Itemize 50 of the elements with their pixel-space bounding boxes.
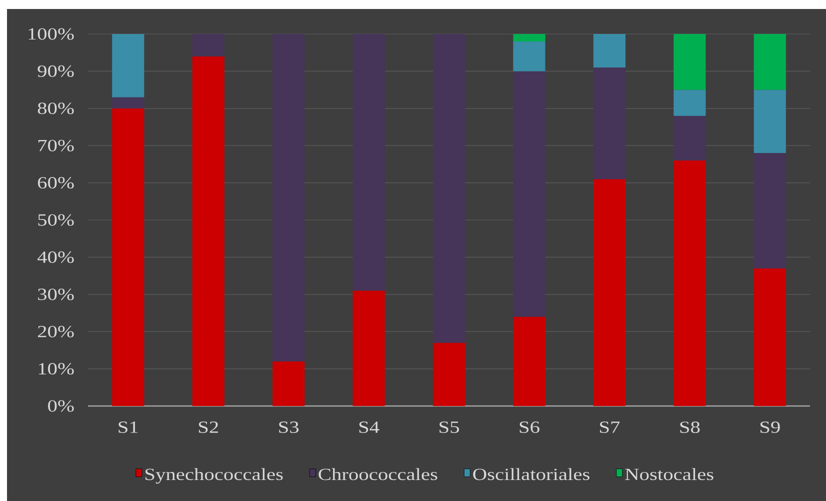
legend-label: Oscillatoriales bbox=[473, 468, 590, 480]
bar bbox=[112, 34, 144, 98]
bar bbox=[352, 290, 385, 406]
legend-label: Synechococcales bbox=[145, 468, 283, 484]
bar bbox=[674, 116, 706, 160]
x-tick-label: S3 bbox=[279, 422, 299, 433]
bar bbox=[432, 34, 466, 343]
y-tick-label: 30% bbox=[38, 288, 74, 300]
bar bbox=[674, 90, 706, 116]
bar bbox=[432, 342, 466, 406]
y-tick-label: 60% bbox=[38, 177, 74, 189]
bar bbox=[754, 153, 786, 268]
y-tick-label: 40% bbox=[37, 251, 74, 263]
legend-label: Nostocales bbox=[625, 468, 714, 480]
bar bbox=[272, 361, 305, 406]
x-tick-label: S5 bbox=[440, 422, 459, 433]
bar bbox=[112, 108, 144, 406]
bar bbox=[352, 34, 385, 291]
x-tick-label: S2 bbox=[198, 422, 218, 433]
y-tick-label: 80% bbox=[38, 102, 74, 114]
y-tick-label: 50% bbox=[38, 214, 74, 226]
bar bbox=[513, 71, 546, 317]
x-tick-label: S1 bbox=[118, 422, 138, 433]
bar bbox=[112, 97, 144, 108]
y-tick-label: 10% bbox=[38, 363, 74, 375]
y-tick-label: 20% bbox=[38, 326, 74, 338]
x-tick-label: S7 bbox=[600, 422, 620, 433]
bar bbox=[593, 34, 626, 68]
x-tick-label: S6 bbox=[520, 422, 540, 433]
y-tick-label: 0% bbox=[48, 400, 74, 412]
bar bbox=[674, 34, 706, 90]
bar bbox=[192, 34, 224, 56]
bar bbox=[192, 56, 224, 406]
x-tick-label: S9 bbox=[760, 422, 780, 433]
x-tick-label: S4 bbox=[359, 422, 380, 433]
bar bbox=[754, 34, 786, 90]
legend-label: Chroococcales bbox=[318, 468, 438, 480]
bar bbox=[272, 34, 305, 362]
bar bbox=[513, 41, 546, 72]
bar bbox=[513, 34, 546, 42]
bar bbox=[754, 90, 786, 154]
bar bbox=[513, 316, 546, 406]
bar bbox=[593, 179, 626, 406]
bar bbox=[674, 160, 706, 406]
y-tick-label: 100% bbox=[28, 28, 74, 40]
y-tick-label: 70% bbox=[38, 140, 74, 152]
y-tick-label: 90% bbox=[38, 65, 74, 77]
bar bbox=[593, 67, 626, 180]
bar bbox=[754, 268, 786, 406]
x-tick-label: S8 bbox=[680, 422, 700, 434]
